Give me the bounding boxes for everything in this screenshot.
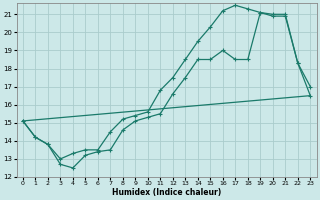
X-axis label: Humidex (Indice chaleur): Humidex (Indice chaleur) — [112, 188, 221, 197]
